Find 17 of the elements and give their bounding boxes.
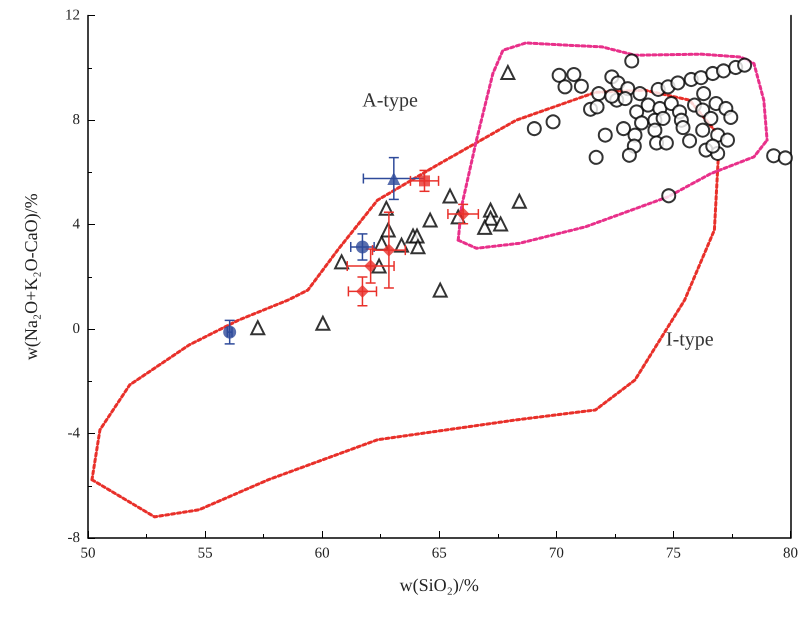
y-tick-label: 12 bbox=[65, 8, 80, 24]
x-tick-label: 65 bbox=[432, 546, 447, 562]
y-tick-label: -8 bbox=[68, 530, 80, 546]
x-tick-label: 70 bbox=[548, 546, 564, 562]
annotation: A-type bbox=[362, 89, 418, 112]
y-axis-title: w(Na₂O+K₂O-CaO)/% bbox=[21, 193, 41, 360]
x-tick-label: 60 bbox=[314, 546, 330, 562]
x-tick-label: 75 bbox=[666, 546, 681, 562]
y-tick-label: -4 bbox=[68, 426, 80, 442]
y-tick-label: 8 bbox=[72, 112, 80, 128]
y-tick-label: 4 bbox=[72, 216, 80, 232]
x-tick-label: 55 bbox=[198, 546, 213, 562]
x-tick-label: 50 bbox=[80, 546, 96, 562]
x-axis-title: w(SiO₂)/% bbox=[400, 575, 479, 595]
x-tick-label: 80 bbox=[783, 546, 798, 562]
annotation: I-type bbox=[666, 328, 714, 350]
y-tick-label: 0 bbox=[72, 321, 80, 337]
